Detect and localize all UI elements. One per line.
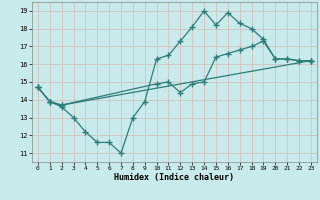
- X-axis label: Humidex (Indice chaleur): Humidex (Indice chaleur): [115, 173, 234, 182]
